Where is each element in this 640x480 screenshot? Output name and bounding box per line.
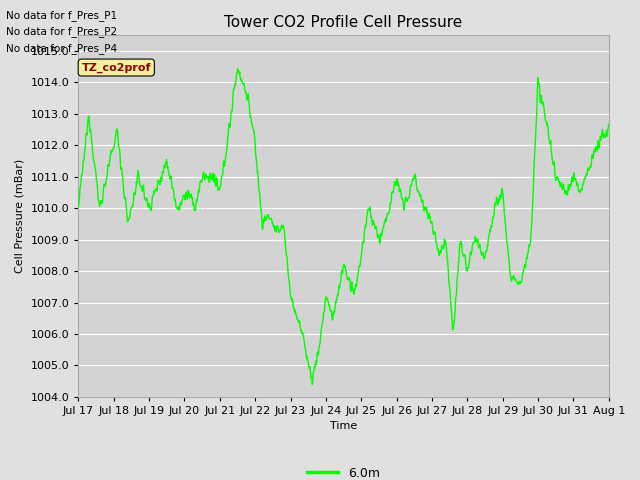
Legend: 6.0m: 6.0m — [302, 462, 385, 480]
Y-axis label: Cell Pressure (mBar): Cell Pressure (mBar) — [15, 159, 25, 273]
Text: No data for f_Pres_P1: No data for f_Pres_P1 — [6, 10, 118, 21]
X-axis label: Time: Time — [330, 421, 357, 432]
Text: No data for f_Pres_P4: No data for f_Pres_P4 — [6, 43, 118, 54]
Text: TZ_co2prof: TZ_co2prof — [81, 62, 151, 72]
Title: Tower CO2 Profile Cell Pressure: Tower CO2 Profile Cell Pressure — [225, 15, 463, 30]
Text: No data for f_Pres_P2: No data for f_Pres_P2 — [6, 26, 118, 37]
